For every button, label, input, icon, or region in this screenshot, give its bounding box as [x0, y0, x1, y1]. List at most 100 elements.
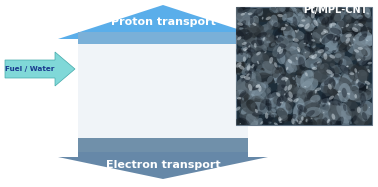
Ellipse shape: [311, 51, 321, 59]
Ellipse shape: [348, 29, 357, 41]
Ellipse shape: [242, 97, 244, 101]
Ellipse shape: [285, 13, 291, 18]
Ellipse shape: [347, 43, 364, 55]
Bar: [236, 7, 372, 125]
Ellipse shape: [208, 127, 218, 133]
Ellipse shape: [237, 36, 242, 40]
Ellipse shape: [345, 34, 352, 38]
Ellipse shape: [346, 111, 352, 116]
Ellipse shape: [256, 9, 274, 22]
Ellipse shape: [310, 95, 321, 102]
Ellipse shape: [346, 15, 350, 20]
Ellipse shape: [250, 16, 254, 24]
Ellipse shape: [320, 109, 335, 120]
Ellipse shape: [240, 20, 246, 28]
Ellipse shape: [280, 93, 296, 103]
Ellipse shape: [254, 44, 268, 57]
Ellipse shape: [301, 13, 313, 28]
Ellipse shape: [285, 60, 297, 72]
Ellipse shape: [262, 17, 263, 20]
Ellipse shape: [311, 54, 317, 59]
Ellipse shape: [304, 89, 317, 98]
Ellipse shape: [267, 76, 273, 83]
Ellipse shape: [335, 82, 351, 96]
Ellipse shape: [325, 67, 328, 72]
Ellipse shape: [266, 16, 271, 20]
Ellipse shape: [240, 40, 243, 43]
Bar: [78, 44, 248, 138]
Ellipse shape: [277, 22, 280, 28]
Ellipse shape: [248, 73, 256, 85]
Ellipse shape: [252, 85, 260, 91]
Ellipse shape: [353, 42, 370, 57]
Ellipse shape: [332, 50, 336, 52]
Ellipse shape: [288, 59, 292, 63]
Ellipse shape: [239, 49, 243, 55]
Ellipse shape: [297, 105, 303, 115]
Ellipse shape: [280, 37, 293, 50]
Ellipse shape: [347, 92, 359, 100]
Ellipse shape: [243, 47, 248, 51]
Ellipse shape: [305, 10, 317, 18]
Ellipse shape: [346, 23, 357, 31]
Ellipse shape: [364, 88, 373, 100]
Ellipse shape: [288, 114, 296, 121]
Ellipse shape: [303, 51, 312, 58]
Ellipse shape: [333, 80, 336, 86]
Polygon shape: [58, 5, 268, 97]
Ellipse shape: [236, 12, 255, 25]
Ellipse shape: [334, 11, 345, 22]
Ellipse shape: [265, 113, 268, 119]
Ellipse shape: [293, 16, 297, 26]
Ellipse shape: [344, 90, 362, 102]
Ellipse shape: [328, 101, 342, 110]
Ellipse shape: [328, 103, 330, 105]
Ellipse shape: [256, 64, 273, 75]
Ellipse shape: [324, 83, 330, 93]
Ellipse shape: [271, 108, 276, 112]
Ellipse shape: [151, 96, 175, 108]
Ellipse shape: [335, 51, 344, 58]
Ellipse shape: [245, 71, 252, 83]
Ellipse shape: [240, 75, 246, 78]
Ellipse shape: [275, 82, 276, 83]
Ellipse shape: [317, 118, 328, 128]
Ellipse shape: [260, 99, 268, 111]
Ellipse shape: [353, 20, 360, 27]
Ellipse shape: [332, 88, 340, 99]
Ellipse shape: [271, 63, 276, 72]
Ellipse shape: [367, 69, 370, 73]
Ellipse shape: [353, 24, 363, 30]
Ellipse shape: [274, 122, 278, 125]
Ellipse shape: [260, 11, 263, 16]
Ellipse shape: [327, 9, 337, 16]
Ellipse shape: [305, 50, 318, 59]
Ellipse shape: [311, 11, 315, 18]
Ellipse shape: [270, 56, 274, 62]
Ellipse shape: [327, 119, 330, 123]
Ellipse shape: [271, 18, 275, 22]
Ellipse shape: [262, 40, 277, 51]
Ellipse shape: [251, 121, 258, 126]
Ellipse shape: [248, 42, 252, 48]
Ellipse shape: [346, 15, 359, 33]
Ellipse shape: [301, 78, 318, 93]
Ellipse shape: [301, 12, 317, 28]
Ellipse shape: [266, 103, 271, 106]
Ellipse shape: [201, 54, 225, 66]
Ellipse shape: [243, 56, 246, 62]
Ellipse shape: [357, 65, 369, 83]
Ellipse shape: [338, 27, 341, 30]
Ellipse shape: [311, 69, 328, 85]
Ellipse shape: [326, 102, 333, 111]
Ellipse shape: [151, 68, 175, 80]
Ellipse shape: [355, 36, 366, 47]
Ellipse shape: [340, 92, 346, 101]
Ellipse shape: [295, 9, 303, 16]
Ellipse shape: [255, 34, 265, 45]
Ellipse shape: [330, 31, 342, 46]
Ellipse shape: [245, 24, 254, 30]
Ellipse shape: [357, 9, 359, 12]
Ellipse shape: [236, 61, 243, 66]
Ellipse shape: [305, 53, 317, 61]
